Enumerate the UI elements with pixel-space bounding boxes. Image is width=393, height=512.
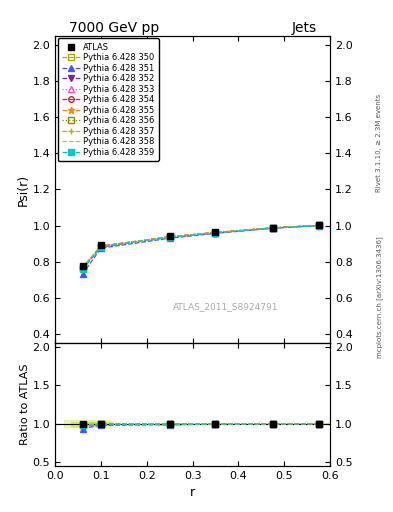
Legend: ATLAS, Pythia 6.428 350, Pythia 6.428 351, Pythia 6.428 352, Pythia 6.428 353, P: ATLAS, Pythia 6.428 350, Pythia 6.428 35… (57, 38, 159, 161)
Pythia 6.428 356 (99, 243, 103, 249)
Pythia 6.428 350 (316, 222, 321, 228)
Text: 7000 GeV pp: 7000 GeV pp (69, 20, 159, 35)
Pythia 6.428 352 (270, 225, 275, 231)
Pythia 6.428 358 (80, 265, 85, 271)
Pythia 6.428 359 (80, 266, 85, 272)
Pythia 6.428 350 (80, 264, 85, 270)
Pythia 6.428 358 (167, 234, 172, 240)
Pythia 6.428 353 (99, 243, 103, 249)
Pythia 6.428 355 (167, 233, 172, 240)
Line: Pythia 6.428 355: Pythia 6.428 355 (79, 222, 322, 271)
Pythia 6.428 351 (167, 235, 172, 241)
Text: ATLAS_2011_S8924791: ATLAS_2011_S8924791 (173, 302, 278, 311)
Pythia 6.428 355 (213, 229, 218, 236)
Pythia 6.428 353 (316, 222, 321, 228)
Pythia 6.428 353 (80, 265, 85, 271)
Pythia 6.428 350 (270, 225, 275, 231)
Pythia 6.428 357 (213, 229, 218, 236)
Pythia 6.428 358 (316, 222, 321, 228)
Pythia 6.428 350 (213, 229, 218, 236)
Pythia 6.428 357 (99, 243, 103, 249)
Pythia 6.428 359 (99, 244, 103, 250)
Pythia 6.428 357 (167, 234, 172, 240)
Pythia 6.428 352 (167, 234, 172, 241)
Pythia 6.428 354 (167, 233, 172, 240)
Pythia 6.428 352 (80, 266, 85, 272)
Pythia 6.428 351 (99, 245, 103, 251)
Pythia 6.428 358 (213, 229, 218, 236)
Pythia 6.428 354 (80, 265, 85, 271)
Pythia 6.428 356 (270, 225, 275, 231)
Pythia 6.428 356 (213, 229, 218, 236)
Text: Rivet 3.1.10, ≥ 2.3M events: Rivet 3.1.10, ≥ 2.3M events (376, 94, 382, 193)
Y-axis label: Psi(r): Psi(r) (17, 174, 29, 205)
Pythia 6.428 352 (99, 244, 103, 250)
Pythia 6.428 353 (167, 234, 172, 240)
Pythia 6.428 359 (213, 230, 218, 236)
Text: mcplots.cern.ch [arXiv:1306.3436]: mcplots.cern.ch [arXiv:1306.3436] (376, 236, 383, 358)
Pythia 6.428 357 (270, 225, 275, 231)
Pythia 6.428 350 (99, 243, 103, 249)
Line: Pythia 6.428 350: Pythia 6.428 350 (80, 223, 321, 270)
Pythia 6.428 357 (80, 265, 85, 271)
X-axis label: r: r (190, 486, 195, 499)
Pythia 6.428 350 (167, 233, 172, 240)
Pythia 6.428 354 (213, 229, 218, 236)
Line: Pythia 6.428 356: Pythia 6.428 356 (80, 223, 321, 271)
Line: Pythia 6.428 354: Pythia 6.428 354 (80, 223, 321, 271)
Pythia 6.428 351 (80, 271, 85, 278)
Pythia 6.428 359 (270, 225, 275, 231)
Pythia 6.428 358 (270, 225, 275, 231)
Pythia 6.428 355 (99, 243, 103, 249)
Pythia 6.428 354 (99, 243, 103, 249)
Pythia 6.428 357 (316, 222, 321, 228)
Line: Pythia 6.428 359: Pythia 6.428 359 (80, 223, 321, 271)
Text: Jets: Jets (291, 20, 316, 35)
Y-axis label: Ratio to ATLAS: Ratio to ATLAS (20, 364, 29, 445)
Pythia 6.428 354 (270, 225, 275, 231)
Pythia 6.428 354 (316, 222, 321, 228)
Pythia 6.428 351 (270, 225, 275, 231)
Pythia 6.428 359 (167, 234, 172, 240)
Pythia 6.428 358 (99, 243, 103, 249)
Pythia 6.428 356 (80, 265, 85, 271)
Pythia 6.428 356 (316, 222, 321, 228)
Pythia 6.428 355 (270, 225, 275, 231)
Pythia 6.428 353 (213, 229, 218, 236)
Pythia 6.428 355 (80, 265, 85, 271)
Pythia 6.428 355 (316, 222, 321, 228)
Pythia 6.428 353 (270, 225, 275, 231)
Pythia 6.428 352 (213, 230, 218, 236)
Line: Pythia 6.428 352: Pythia 6.428 352 (80, 223, 321, 272)
Line: Pythia 6.428 353: Pythia 6.428 353 (80, 223, 321, 271)
Pythia 6.428 351 (316, 223, 321, 229)
Pythia 6.428 356 (167, 234, 172, 240)
Line: Pythia 6.428 358: Pythia 6.428 358 (83, 225, 319, 268)
Line: Pythia 6.428 357: Pythia 6.428 357 (79, 222, 322, 272)
Pythia 6.428 352 (316, 222, 321, 228)
Pythia 6.428 359 (316, 223, 321, 229)
Line: Pythia 6.428 351: Pythia 6.428 351 (80, 223, 321, 277)
Pythia 6.428 351 (213, 230, 218, 237)
